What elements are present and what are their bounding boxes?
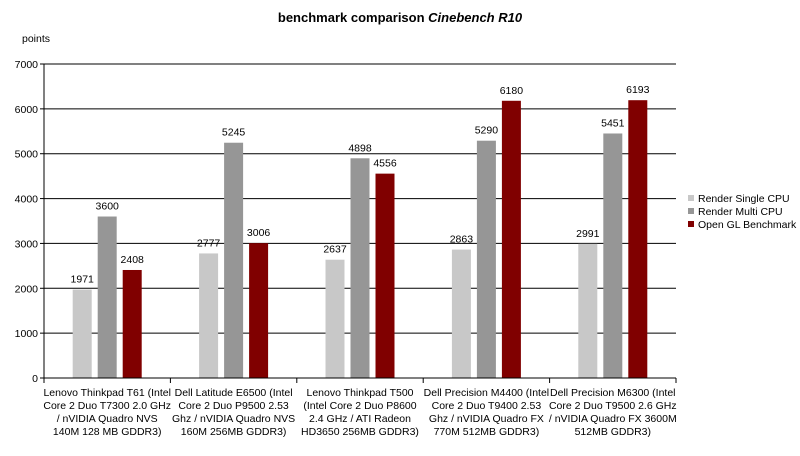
legend-label: Render Multi CPU [698, 206, 783, 218]
bar-open-gl-benchmark [628, 100, 648, 379]
bar-render-single-cpu [72, 289, 92, 378]
legend-swatch [688, 208, 694, 214]
bar-render-single-cpu [325, 259, 345, 378]
data-label: 5290 [475, 125, 499, 137]
chart-title-emphasis: Cinebench R10 [428, 10, 523, 25]
category-label: Dell Precision M6300 (Intel Core 2 Duo T9… [549, 387, 677, 438]
data-label: 6193 [626, 84, 650, 96]
bar-open-gl-benchmark [501, 100, 521, 378]
y-tick-label: 0 [32, 373, 38, 385]
category-label: Dell Latitude E6500 (Intel Core 2 Duo P95… [172, 387, 295, 438]
data-label: 1971 [71, 274, 95, 286]
bar-render-single-cpu [199, 253, 219, 378]
bar-render-multi-cpu [476, 140, 496, 378]
data-label: 2991 [576, 228, 600, 240]
data-label: 2863 [450, 234, 474, 246]
data-label: 3006 [247, 227, 271, 239]
data-label: 2408 [121, 254, 145, 266]
legend-swatch [688, 195, 694, 201]
legend-label: Open GL Benchmark [698, 219, 797, 231]
axes [40, 63, 677, 383]
data-label: 2637 [323, 244, 347, 256]
bar-open-gl-benchmark [249, 243, 269, 378]
y-tick-label: 4000 [15, 194, 39, 206]
category-label: Lenovo Thinkpad T500 (Intel Core 2 Duo P8… [301, 387, 419, 438]
data-label: 4898 [348, 142, 372, 154]
bar-render-multi-cpu [224, 142, 244, 378]
bar-render-single-cpu [451, 249, 471, 378]
bar-render-single-cpu [578, 243, 598, 378]
bar-render-multi-cpu [350, 158, 370, 378]
bar-render-multi-cpu [603, 133, 623, 378]
y-tick-label: 2000 [15, 283, 39, 295]
y-tick-label: 7000 [15, 59, 39, 71]
bar-open-gl-benchmark [122, 269, 142, 378]
chart-title: benchmark comparison Cinebench R10 [278, 10, 523, 25]
y-tick-label: 1000 [15, 328, 39, 340]
legend-label: Render Single CPU [698, 193, 790, 205]
data-label: 3600 [96, 201, 120, 213]
y-axis-label: points [22, 33, 50, 45]
y-tick-label: 5000 [15, 149, 39, 161]
bar-open-gl-benchmark [375, 173, 395, 378]
legend-swatch [688, 221, 694, 227]
data-label: 2777 [197, 237, 221, 249]
chart-title-main: benchmark comparison [278, 10, 425, 25]
data-label: 4556 [373, 158, 397, 170]
data-label: 5245 [222, 127, 246, 139]
data-label: 6180 [500, 85, 524, 97]
labels: 0 1000 2000 3000 4000 5000 6000 7000 1971 3600 240… [15, 59, 677, 438]
y-tick-label: 3000 [15, 238, 39, 250]
bar-render-multi-cpu [97, 216, 117, 378]
bars [72, 100, 648, 379]
category-label: Lenovo Thinkpad T61 (Intel Core 2 Duo T73… [43, 387, 171, 438]
category-label: Dell Precision M4400 (Intel Core 2 Duo T9… [424, 387, 549, 438]
data-label: 5451 [601, 117, 625, 129]
y-tick-label: 6000 [15, 104, 39, 116]
